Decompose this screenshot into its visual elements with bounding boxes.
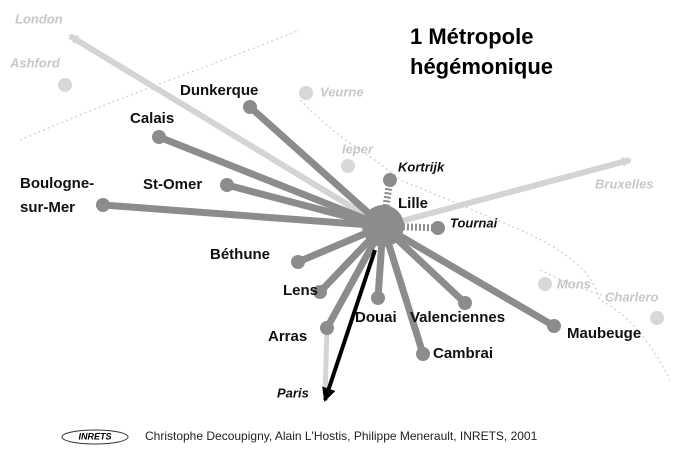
link xyxy=(381,222,556,330)
arras-paris xyxy=(322,327,330,396)
title: hégémonique xyxy=(410,54,553,79)
city-dot xyxy=(243,100,257,114)
city-label: Douai xyxy=(355,309,397,326)
city-label: Dunkerque xyxy=(180,82,258,99)
city-dot xyxy=(547,319,561,333)
city-dot xyxy=(220,178,234,192)
borders xyxy=(19,29,671,381)
city-label: Calais xyxy=(130,110,174,127)
city-label: Boulogne- xyxy=(20,175,94,192)
city-dot xyxy=(458,296,472,310)
arrow-london xyxy=(68,33,385,229)
city-dot xyxy=(96,198,110,212)
city-label: Kortrijk xyxy=(398,159,445,174)
logo: INRETS xyxy=(78,431,111,441)
title: 1 Métropole xyxy=(410,24,533,49)
city-dot xyxy=(431,221,445,235)
city-label: Béthune xyxy=(210,246,270,263)
city-dot xyxy=(371,291,385,305)
arrow-paris xyxy=(322,249,377,402)
link xyxy=(102,201,384,230)
foreign-label: Veurne xyxy=(320,84,364,99)
foreign-label: Charlero xyxy=(605,289,659,304)
foreign-label: Ashford xyxy=(9,55,61,70)
credit: Christophe Decoupigny, Alain L'Hostis, P… xyxy=(145,429,538,443)
city-dot xyxy=(320,321,334,335)
hub xyxy=(362,205,404,247)
foreign-dot xyxy=(538,277,552,291)
link xyxy=(226,181,384,230)
foreign-label: Mons xyxy=(557,276,591,291)
foreign-label: London xyxy=(15,11,63,26)
city-dot xyxy=(152,130,166,144)
foreign-dot xyxy=(341,159,355,173)
city-label: St-Omer xyxy=(143,176,202,193)
paris-label: Paris xyxy=(277,385,309,400)
foreign-label: Ieper xyxy=(342,141,374,156)
city-dot xyxy=(416,347,430,361)
foreign-dot xyxy=(299,86,313,100)
link xyxy=(247,104,386,229)
city-dot xyxy=(383,173,397,187)
city-label: Cambrai xyxy=(433,345,493,362)
foreign-dot xyxy=(58,78,72,92)
city-label: Lens xyxy=(283,282,318,299)
city-label: Valenciennes xyxy=(410,309,505,326)
city-label: Tournai xyxy=(450,215,498,230)
hub-label: Lille xyxy=(398,195,428,212)
arrow-bruxelles xyxy=(382,157,632,229)
city-label: sur-Mer xyxy=(20,199,75,216)
city-label: Arras xyxy=(268,328,307,345)
link xyxy=(379,224,427,356)
foreign-dot xyxy=(650,311,664,325)
logo-oval xyxy=(61,429,129,445)
city-dot xyxy=(313,285,327,299)
city-dot xyxy=(291,255,305,269)
foreign-label: Bruxelles xyxy=(595,176,654,191)
city-label: Maubeuge xyxy=(567,325,641,342)
link xyxy=(157,133,385,230)
